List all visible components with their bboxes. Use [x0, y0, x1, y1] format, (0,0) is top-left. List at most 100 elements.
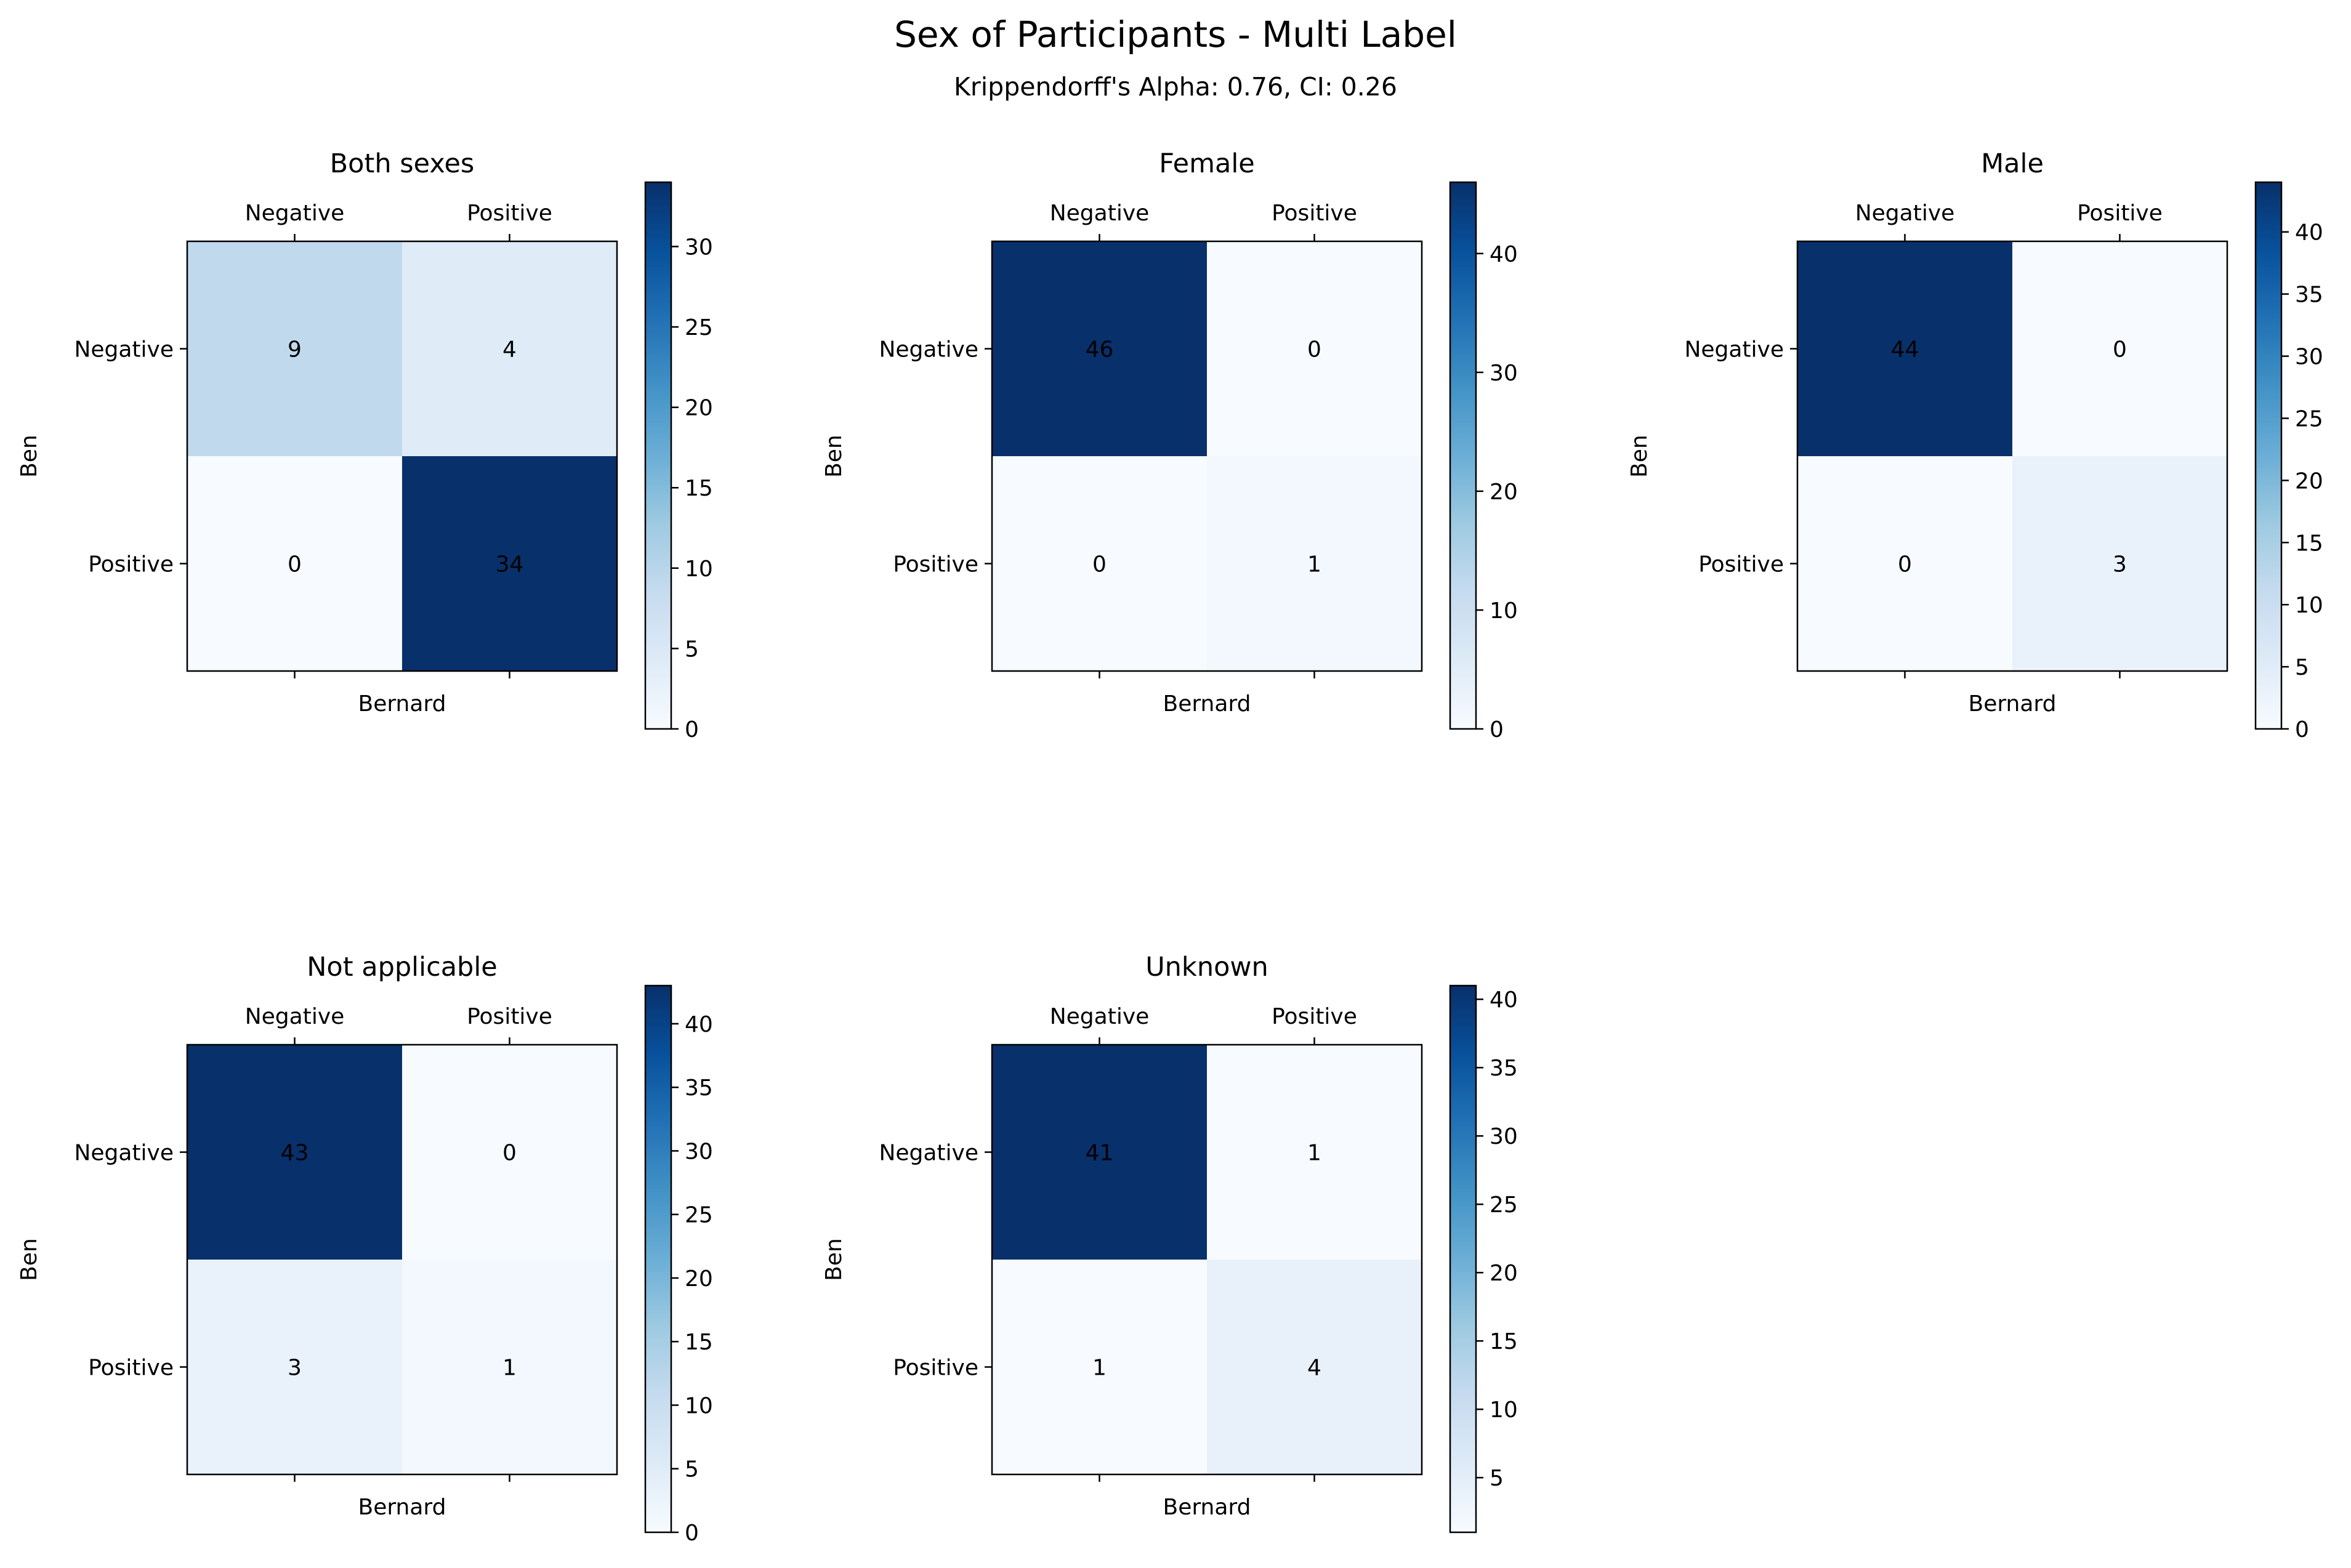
colorbar-tick-label: 35 [2295, 283, 2323, 308]
heatmap-cell [1797, 456, 2012, 671]
heatmap-panel: Both sexes 9 4 0 34 Negative Positive Negative P… [17, 148, 713, 742]
colorbar-frame [1449, 984, 1477, 1534]
y-tick-label: Negative [74, 337, 174, 363]
figure-title: Sex of Participants - Multi Label [894, 14, 1457, 55]
colorbar-tick-label: 0 [685, 717, 699, 742]
y-axis-label: Ben [17, 1238, 42, 1281]
x-tick-label: Positive [2077, 201, 2163, 226]
heatmap-cell [992, 1260, 1207, 1474]
y-axis-label: Ben [821, 1238, 847, 1281]
colorbar-tick-label: 20 [2295, 468, 2323, 494]
cell-value-label: 1 [1307, 552, 1321, 577]
cell-value-label: 1 [502, 1356, 517, 1381]
colorbar [1450, 986, 1476, 1532]
heatmap-cell [402, 1260, 617, 1474]
cell-value-label: 0 [502, 1141, 517, 1166]
heatmap-panel: Female 46 0 0 1 Negative Positive Negative Posit… [821, 148, 1518, 742]
y-axis-label: Ben [1627, 435, 1652, 478]
x-axis-label: Bernard [358, 1495, 446, 1520]
colorbar-tick-label: 10 [1490, 1397, 1518, 1423]
colorbar-tick-label: 30 [1490, 1124, 1518, 1149]
colorbar-tick-label: 20 [1490, 1261, 1518, 1286]
cell-value-label: 0 [1307, 337, 1321, 363]
heatmap-cell [2012, 456, 2227, 671]
heatmap-panel: Male 44 0 0 3 Negative Positive Negative Positiv… [1627, 148, 2323, 742]
heatmap-cell [187, 1045, 402, 1260]
x-axis-label: Bernard [1163, 1495, 1251, 1520]
cell-value-label: 44 [1891, 337, 1919, 363]
matrix-frame [1796, 240, 2228, 672]
colorbar-tick-label: 25 [2295, 406, 2323, 432]
y-axis-label: Ben [821, 435, 847, 478]
x-axis-label: Bernard [1969, 691, 2057, 717]
heatmap-cell [1207, 1045, 1422, 1260]
cell-value-label: 4 [1307, 1356, 1321, 1381]
colorbar-tick-label: 20 [685, 396, 713, 421]
colorbar-tick-label: 20 [1490, 480, 1518, 505]
y-tick-label: Negative [1684, 337, 1784, 363]
heatmap-cell [187, 456, 402, 671]
heatmap-cell [187, 241, 402, 456]
colorbar-tick-label: 5 [2295, 655, 2309, 680]
colorbar [2256, 182, 2281, 729]
heatmap-cell [992, 241, 1207, 456]
heatmap-cell [2012, 241, 2227, 456]
matrix-frame [186, 1043, 618, 1476]
colorbar-frame [1449, 181, 1477, 730]
colorbar-tick-label: 30 [2295, 345, 2323, 370]
colorbar [645, 986, 671, 1532]
heatmap-cell [1207, 1260, 1422, 1474]
cell-value-label: 0 [2113, 337, 2127, 363]
colorbar-tick-label: 40 [2295, 220, 2323, 246]
y-axis-label: Ben [17, 435, 42, 478]
colorbar-tick-label: 40 [1490, 242, 1518, 267]
heatmap-cell [402, 241, 617, 456]
y-tick-label: Positive [893, 552, 978, 577]
heatmap-cell [1207, 456, 1422, 671]
y-tick-label: Negative [74, 1141, 174, 1166]
heatmap-panel: Not applicable 43 0 3 1 Negative Positive Negat… [17, 952, 713, 1546]
colorbar-tick-label: 15 [685, 1330, 713, 1355]
cell-value-label: 0 [1092, 552, 1107, 577]
heatmap-cell [992, 1045, 1207, 1260]
colorbar-tick-label: 30 [1490, 361, 1518, 386]
panel-title: Not applicable [307, 952, 498, 983]
x-tick-label: Negative [1855, 201, 1955, 226]
colorbar-tick-label: 5 [685, 1457, 699, 1482]
cell-value-label: 1 [1307, 1141, 1321, 1166]
cell-value-label: 34 [496, 552, 524, 577]
figure-subtitle: Krippendorff's Alpha: 0.76, CI: 0.26 [954, 72, 1397, 102]
cell-value-label: 43 [281, 1141, 309, 1166]
panel-title: Female [1159, 148, 1254, 179]
y-tick-label: Negative [879, 337, 978, 363]
colorbar-tick-label: 0 [685, 1521, 699, 1546]
heatmap-cell [402, 456, 617, 671]
heatmap-cell [187, 1260, 402, 1474]
colorbar-frame [2254, 181, 2283, 730]
x-tick-label: Positive [467, 1004, 552, 1029]
heatmap-cell [402, 1045, 617, 1260]
x-tick-label: Negative [1050, 1004, 1150, 1029]
heatmap-cell [1207, 241, 1422, 456]
x-tick-label: Positive [1272, 1004, 1357, 1029]
panel-title: Male [1981, 148, 2044, 179]
colorbar-tick-label: 30 [685, 235, 713, 260]
colorbar-frame [644, 181, 672, 730]
colorbar-tick-label: 15 [1490, 1329, 1518, 1354]
colorbar-tick-label: 35 [1490, 1056, 1518, 1081]
colorbar-tick-label: 15 [685, 476, 713, 501]
x-tick-label: Negative [245, 201, 345, 226]
y-tick-label: Positive [88, 1356, 174, 1381]
colorbar-tick-label: 0 [2295, 717, 2309, 742]
x-tick-label: Negative [1050, 201, 1150, 226]
colorbar-frame [644, 984, 672, 1534]
x-tick-label: Positive [467, 201, 552, 226]
colorbar-tick-label: 10 [685, 557, 713, 582]
y-tick-label: Positive [1698, 552, 1784, 577]
x-axis-label: Bernard [358, 691, 446, 717]
matrix-frame [991, 1043, 1423, 1476]
y-tick-label: Positive [88, 552, 174, 577]
heatmap-cell [992, 456, 1207, 671]
heatmap-cell [1797, 241, 2012, 456]
cell-value-label: 41 [1086, 1141, 1114, 1166]
